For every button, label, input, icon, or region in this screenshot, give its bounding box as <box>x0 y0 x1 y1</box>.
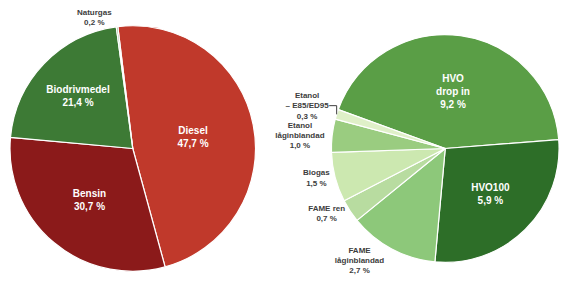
svg-text:HVOdrop in9,2 %: HVOdrop in9,2 % <box>436 73 470 110</box>
svg-text:FAMElåginblandad2,7 %: FAMElåginblandad2,7 % <box>335 246 384 276</box>
svg-text:Bensin30,7 %: Bensin30,7 % <box>73 188 106 212</box>
svg-text:FAME ren0,7 %: FAME ren0,7 % <box>308 204 345 223</box>
svg-text:Etanollåginblandad1,0 %: Etanollåginblandad1,0 % <box>275 121 324 151</box>
svg-text:Biogas1,5 %: Biogas1,5 % <box>303 168 330 187</box>
svg-text:Biodrivmedel21,4 %: Biodrivmedel21,4 % <box>46 84 110 108</box>
svg-text:Etanol– E85/ED950,3 %: Etanol– E85/ED950,3 % <box>286 91 330 121</box>
svg-text:Diesel47,7 %: Diesel47,7 % <box>177 125 208 149</box>
svg-text:Naturgas0,2 %: Naturgas0,2 % <box>77 8 112 27</box>
svg-text:HVO1005,9 %: HVO1005,9 % <box>471 182 510 206</box>
